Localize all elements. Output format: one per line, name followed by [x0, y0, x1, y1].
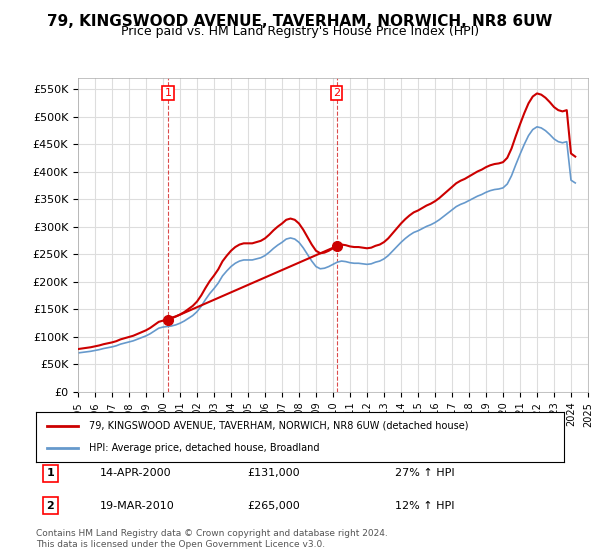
Text: HPI: Average price, detached house, Broadland: HPI: Average price, detached house, Broa…	[89, 443, 319, 453]
Text: Price paid vs. HM Land Registry's House Price Index (HPI): Price paid vs. HM Land Registry's House …	[121, 25, 479, 38]
Text: 79, KINGSWOOD AVENUE, TAVERHAM, NORWICH, NR8 6UW: 79, KINGSWOOD AVENUE, TAVERHAM, NORWICH,…	[47, 14, 553, 29]
Text: 19-MAR-2010: 19-MAR-2010	[100, 501, 174, 511]
Text: 1: 1	[47, 468, 55, 478]
Text: Contains HM Land Registry data © Crown copyright and database right 2024.
This d: Contains HM Land Registry data © Crown c…	[36, 529, 388, 549]
Text: 14-APR-2000: 14-APR-2000	[100, 468, 171, 478]
Text: £265,000: £265,000	[247, 501, 300, 511]
Text: 79, KINGSWOOD AVENUE, TAVERHAM, NORWICH, NR8 6UW (detached house): 79, KINGSWOOD AVENUE, TAVERHAM, NORWICH,…	[89, 421, 469, 431]
Text: 27% ↑ HPI: 27% ↑ HPI	[395, 468, 455, 478]
Text: 12% ↑ HPI: 12% ↑ HPI	[395, 501, 455, 511]
Text: 2: 2	[333, 88, 340, 98]
Text: £131,000: £131,000	[247, 468, 300, 478]
Text: 2: 2	[47, 501, 55, 511]
Text: 1: 1	[164, 88, 172, 98]
